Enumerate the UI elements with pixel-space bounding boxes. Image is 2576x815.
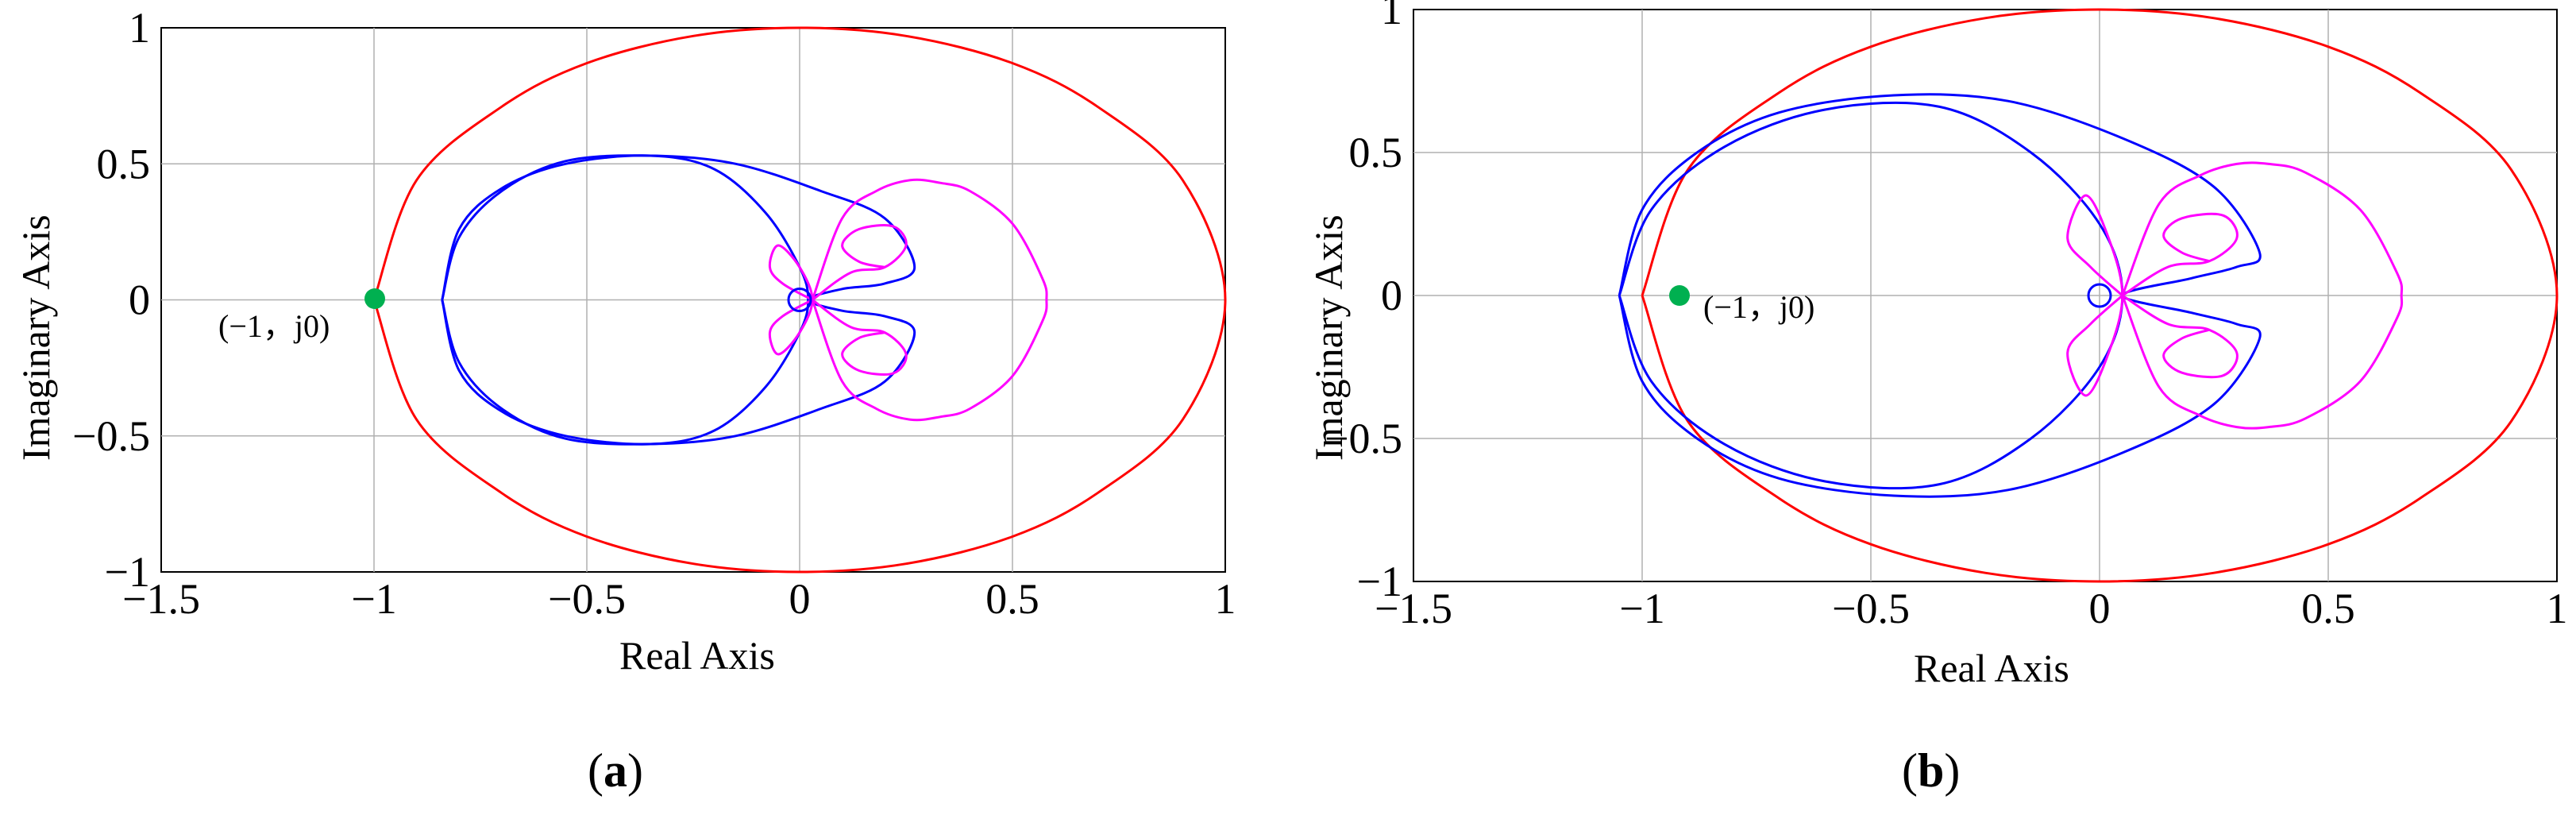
x-tick-label-a-1: −1 — [351, 575, 396, 623]
critical-point-b — [1669, 285, 1690, 306]
nyquist-curve-red-a-0 — [372, 26, 1227, 574]
x-tick-label-b-3: 0 — [2089, 585, 2111, 632]
panel-label-a: (a) — [588, 744, 643, 797]
y-tick-label-b-2: 0 — [1381, 272, 1402, 319]
nyquist-curve-magenta-a-6 — [768, 244, 814, 356]
x-ticks-b: −1.5 −1 −0.5 0 0.5 1 — [1375, 585, 2567, 632]
grid-a — [161, 28, 1225, 572]
critical-point-a — [364, 288, 385, 309]
nyquist-curve-magenta-a-3 — [811, 178, 1048, 422]
x-tick-label-a-0: −1.5 — [122, 575, 200, 623]
critical-point-label-a: (−1，j0) — [218, 308, 330, 344]
critical-point-label-b: (−1，j0) — [1703, 289, 1814, 325]
curves-b — [1618, 8, 2559, 583]
curves-a — [372, 26, 1227, 574]
x-tick-label-a-4: 0.5 — [985, 575, 1039, 623]
x-tick-label-a-5: 1 — [1215, 575, 1236, 623]
y-tick-label-a-3: −0.5 — [72, 412, 150, 460]
x-tick-label-b-0: −1.5 — [1375, 585, 1452, 632]
nyquist-curve-blue-a-2 — [441, 154, 810, 446]
nyquist-curve-magenta-b-6 — [2066, 194, 2124, 397]
x-tick-label-b-4: 0.5 — [2301, 585, 2355, 632]
grid-b — [1413, 10, 2557, 581]
y-tick-label-b-0: 1 — [1381, 0, 1402, 33]
y-axis-label-a: Imaginary Axis — [13, 214, 58, 461]
nyquist-curve-magenta-b-5 — [2122, 294, 2239, 379]
panel-b: −1.5 −1 −0.5 0 0.5 1 10.50−0.5−1 (−1，j0) Real… — [1306, 0, 2568, 797]
y-tick-label-b-3: −0.5 — [1325, 415, 1402, 462]
y-tick-label-b-1: 0.5 — [1349, 129, 1403, 176]
y-tick-label-b-4: −1 — [1357, 558, 1402, 605]
y-tick-label-a-0: 1 — [129, 4, 150, 52]
origin-loop-a — [787, 288, 812, 312]
nyquist-curve-red-b-0 — [1641, 8, 2559, 583]
panel-a: −1.5 −1 −0.5 0 0.5 1 10.50−0.5−1 (−1，j0) Real… — [13, 4, 1236, 797]
x-tick-label-b-2: −0.5 — [1832, 585, 1910, 632]
y-tick-label-a-2: 0 — [129, 276, 150, 324]
x-axis-label-b: Real Axis — [1914, 646, 2069, 690]
nyquist-curve-magenta-b-3 — [2121, 161, 2404, 430]
x-axis-label-a: Real Axis — [619, 633, 775, 678]
x-tick-label-a-3: 0 — [789, 575, 811, 623]
x-tick-label-b-1: −1 — [1619, 585, 1664, 632]
y-ticks-b: 1 0.5 0 −0.5 −1 — [1325, 0, 1402, 605]
x-tick-label-b-5: 1 — [2547, 585, 2568, 632]
y-tick-label-a-1: 0.5 — [97, 140, 151, 187]
y-tick-label-a-4: −1 — [105, 548, 150, 596]
origin-loop-b — [2087, 283, 2112, 308]
nyquist-curve-magenta-b-4 — [2122, 212, 2239, 297]
panel-label-b: (b) — [1902, 744, 1960, 797]
nyquist-curve-magenta-a-5 — [812, 299, 908, 376]
y-ticks-a: 1 0.5 0 −0.5 −1 — [72, 4, 150, 596]
y-axis-label-b: Imaginary Axis — [1306, 214, 1351, 461]
nyquist-curve-magenta-a-4 — [812, 224, 908, 301]
x-ticks-a: −1.5 −1 −0.5 0 0.5 1 — [122, 575, 1236, 623]
x-tick-label-a-2: −0.5 — [548, 575, 626, 623]
